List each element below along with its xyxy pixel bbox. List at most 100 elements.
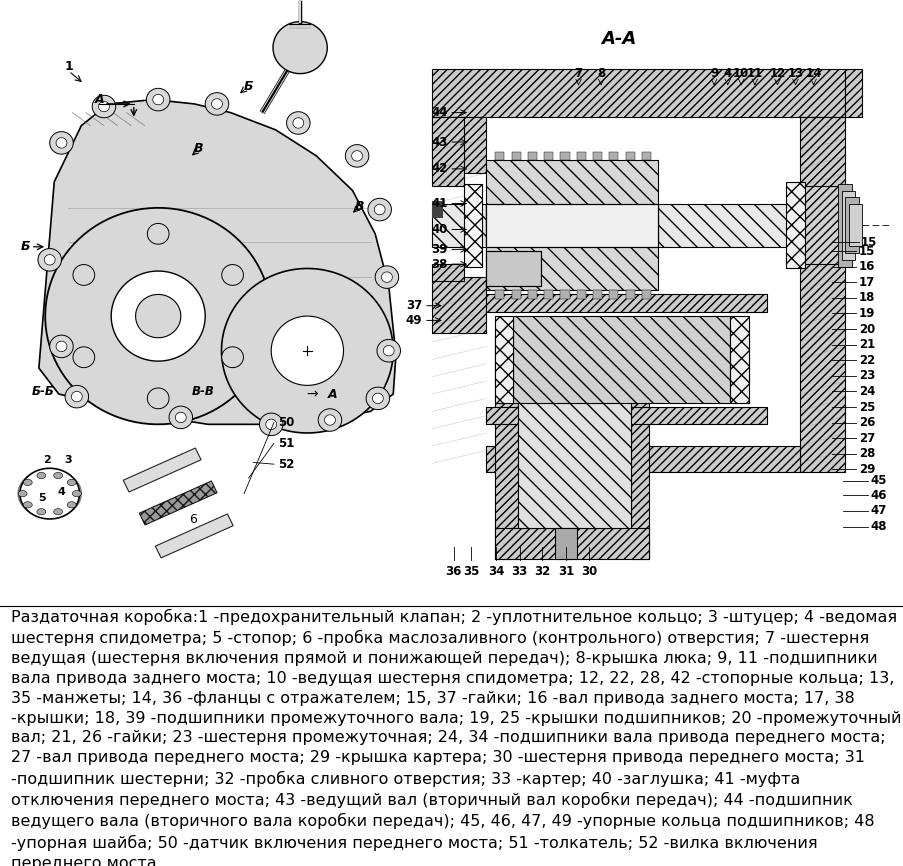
Polygon shape [67,501,76,508]
Text: 15: 15 [858,244,874,258]
Polygon shape [625,152,634,160]
Text: 36: 36 [445,565,461,578]
Polygon shape [23,479,33,486]
Text: 45: 45 [870,474,886,488]
Polygon shape [45,208,271,424]
Text: 15: 15 [860,236,876,249]
Polygon shape [511,152,520,160]
Text: А-А: А-А [601,30,636,48]
Text: 10: 10 [732,67,749,80]
Polygon shape [432,117,486,173]
Polygon shape [630,333,648,559]
Polygon shape [486,204,657,247]
Polygon shape [56,138,67,148]
Polygon shape [375,266,398,288]
Text: 25: 25 [858,400,874,414]
Text: Б: Б [21,240,30,254]
Text: 6: 6 [190,513,197,527]
Polygon shape [560,290,569,299]
Polygon shape [560,152,569,160]
Text: 32: 32 [534,565,550,578]
Polygon shape [155,514,233,558]
Polygon shape [123,448,200,492]
Text: 29: 29 [858,462,874,476]
Text: 51: 51 [278,436,294,450]
Polygon shape [324,415,335,425]
Text: 48: 48 [870,520,886,533]
Text: В: В [194,142,203,156]
Polygon shape [50,132,73,154]
Polygon shape [271,316,343,385]
Text: 26: 26 [858,416,874,430]
Text: Раздаточная коробка:1 -предохранительный клапан; 2 -уплотнительное кольцо; 3 -шт: Раздаточная коробка:1 -предохранительный… [11,609,900,866]
Polygon shape [56,341,67,352]
Polygon shape [372,393,383,404]
Text: 24: 24 [858,385,874,398]
Text: 16: 16 [858,260,874,274]
Text: 22: 22 [858,353,874,367]
Text: 20: 20 [858,322,874,336]
Text: 19: 19 [858,307,874,320]
Polygon shape [841,191,854,260]
Text: 31: 31 [557,565,573,578]
Polygon shape [609,152,618,160]
Polygon shape [381,272,392,282]
Polygon shape [18,490,27,497]
Polygon shape [495,290,504,299]
Text: 4: 4 [722,67,731,80]
Text: 37: 37 [405,299,422,313]
Polygon shape [53,508,62,515]
Polygon shape [844,69,861,117]
Polygon shape [432,210,442,218]
Polygon shape [486,446,799,472]
Text: 23: 23 [858,369,874,383]
Polygon shape [37,508,46,515]
Polygon shape [730,316,748,403]
Polygon shape [625,290,634,299]
Polygon shape [39,100,396,424]
Polygon shape [544,152,553,160]
Text: 39: 39 [431,242,447,256]
Text: 35: 35 [462,565,479,578]
Text: 33: 33 [511,565,527,578]
Polygon shape [544,290,553,299]
Polygon shape [221,265,243,285]
Text: 4: 4 [58,487,65,497]
Polygon shape [486,294,766,312]
Polygon shape [799,186,844,264]
Text: 1: 1 [64,60,73,74]
Polygon shape [432,201,442,210]
Polygon shape [221,347,243,367]
Polygon shape [259,413,283,436]
Polygon shape [844,197,858,253]
Polygon shape [92,95,116,118]
Text: 5: 5 [39,493,46,503]
Polygon shape [20,469,79,519]
Text: 3: 3 [64,455,71,465]
Text: 40: 40 [431,223,447,236]
Polygon shape [495,335,748,384]
Polygon shape [495,316,513,403]
Polygon shape [50,335,73,358]
Polygon shape [848,204,861,246]
Polygon shape [799,117,844,472]
Text: А: А [95,93,104,107]
Polygon shape [432,204,486,247]
Polygon shape [576,290,585,299]
Polygon shape [53,472,62,479]
Polygon shape [72,490,81,497]
Polygon shape [351,151,362,161]
Polygon shape [211,99,222,109]
Polygon shape [147,223,169,244]
Polygon shape [37,472,46,479]
Text: 13: 13 [787,67,803,80]
Polygon shape [383,346,394,356]
Text: 38: 38 [431,257,447,271]
Text: 11: 11 [746,67,762,80]
Polygon shape [592,152,601,160]
Polygon shape [486,251,540,286]
Polygon shape [146,88,170,111]
Polygon shape [511,290,520,299]
Polygon shape [592,290,601,299]
Polygon shape [486,407,766,424]
